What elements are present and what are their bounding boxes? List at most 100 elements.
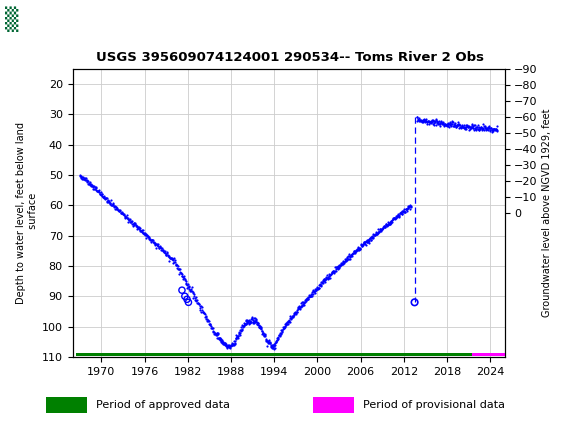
- Point: [274, 334, 283, 341]
- Point: [190, 292, 199, 299]
- Point: [423, 117, 433, 124]
- Point: [489, 126, 498, 132]
- Point: [141, 232, 150, 239]
- Point: [114, 206, 124, 213]
- Point: [442, 123, 451, 129]
- Point: [483, 123, 492, 130]
- Point: [161, 249, 170, 256]
- Point: [364, 236, 374, 243]
- Point: [282, 320, 291, 327]
- Point: [277, 327, 287, 334]
- Point: [424, 120, 433, 127]
- Point: [295, 304, 304, 311]
- Point: [443, 121, 452, 128]
- Point: [99, 192, 108, 199]
- Point: [372, 230, 382, 237]
- Point: [223, 341, 233, 348]
- Point: [304, 293, 313, 300]
- Point: [418, 116, 427, 123]
- Point: [93, 188, 103, 195]
- Point: [220, 339, 230, 346]
- Point: [140, 230, 149, 237]
- Point: [229, 342, 238, 349]
- Point: [378, 225, 387, 232]
- Point: [474, 126, 484, 133]
- Point: [133, 224, 143, 231]
- Point: [365, 237, 374, 244]
- Point: [447, 120, 456, 127]
- Point: [420, 119, 430, 126]
- Point: [197, 309, 206, 316]
- Point: [419, 117, 429, 124]
- Point: [333, 264, 342, 270]
- Point: [396, 209, 405, 216]
- Point: [477, 123, 486, 130]
- Point: [368, 234, 377, 241]
- Point: [78, 174, 88, 181]
- Point: [357, 242, 367, 249]
- Point: [438, 118, 448, 125]
- Point: [76, 173, 85, 180]
- Point: [405, 205, 414, 212]
- Point: [299, 299, 308, 306]
- Point: [154, 244, 164, 251]
- Point: [367, 233, 376, 240]
- Point: [239, 322, 248, 329]
- Point: [166, 255, 175, 262]
- Point: [296, 303, 305, 310]
- Point: [335, 261, 344, 268]
- Point: [280, 325, 289, 332]
- Point: [352, 246, 361, 253]
- Point: [432, 117, 441, 124]
- Point: [306, 293, 315, 300]
- Point: [462, 123, 471, 130]
- Point: [395, 210, 404, 217]
- Point: [227, 341, 237, 348]
- Point: [147, 236, 157, 243]
- Point: [248, 314, 257, 321]
- Point: [136, 224, 145, 231]
- Point: [164, 252, 173, 259]
- Point: [301, 296, 310, 303]
- Point: [424, 118, 433, 125]
- Point: [396, 210, 405, 217]
- Point: [150, 240, 159, 247]
- Point: [218, 340, 227, 347]
- Point: [487, 129, 496, 135]
- Point: [120, 213, 129, 220]
- Point: [249, 319, 259, 326]
- Point: [387, 216, 397, 223]
- Point: [261, 337, 270, 344]
- Point: [335, 261, 345, 268]
- Point: [372, 230, 381, 237]
- Point: [86, 182, 96, 189]
- Point: [95, 191, 104, 198]
- Point: [278, 328, 287, 335]
- Point: [125, 215, 135, 222]
- Point: [406, 202, 415, 209]
- Point: [382, 221, 391, 228]
- Point: [365, 235, 375, 242]
- Point: [274, 332, 284, 339]
- Point: [271, 338, 281, 345]
- Point: [309, 287, 318, 294]
- Point: [400, 205, 409, 212]
- Point: [404, 203, 414, 209]
- Point: [371, 230, 380, 237]
- Point: [286, 315, 295, 322]
- Point: [188, 289, 198, 296]
- Point: [317, 282, 326, 289]
- Point: [224, 343, 233, 350]
- Point: [253, 319, 262, 326]
- Point: [351, 248, 360, 255]
- Point: [266, 339, 275, 346]
- Point: [378, 224, 387, 231]
- Point: [432, 118, 441, 125]
- Point: [214, 335, 223, 341]
- Point: [111, 203, 120, 210]
- Point: [235, 327, 244, 334]
- Point: [479, 126, 488, 133]
- Point: [456, 124, 466, 131]
- Point: [316, 282, 325, 289]
- Point: [107, 201, 117, 208]
